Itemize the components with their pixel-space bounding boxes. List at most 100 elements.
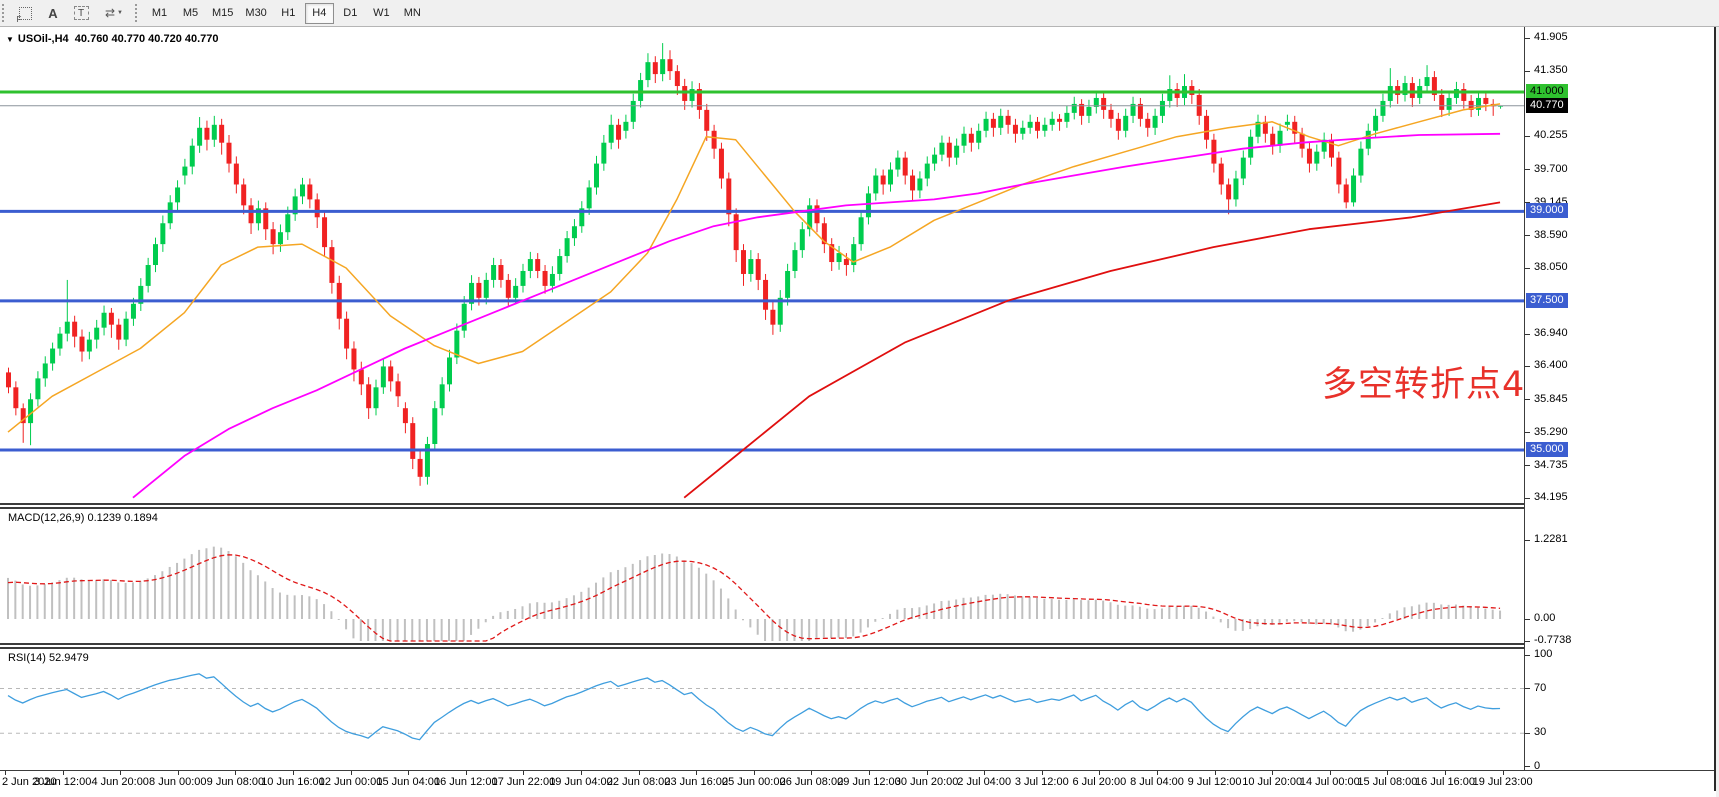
panel-separator[interactable] [0, 643, 1719, 649]
time-axis-label: 2 Jul 04:00 [957, 776, 1012, 788]
collapse-triangle-icon[interactable]: ▼ [6, 35, 14, 44]
macd-scale-dash [1525, 640, 1530, 642]
time-axis-label: 3 Jul 12:00 [1014, 776, 1069, 788]
time-tick [753, 771, 755, 775]
price-tick-dash [1525, 202, 1530, 204]
macd-scale-label: 0.00 [1534, 612, 1556, 624]
price-tick-label: 35.290 [1534, 425, 1568, 438]
timeframe-button-m1[interactable]: M1 [151, 7, 168, 19]
window-right-gutter [1716, 27, 1719, 797]
slow-ma [683, 201, 1501, 499]
medium-ma [132, 132, 1501, 499]
time-tick [1272, 771, 1274, 775]
time-tick [869, 771, 870, 775]
time-axis-label: 10 Jun 16:00 [261, 776, 325, 788]
time-axis-label: 16 Jun 12:00 [433, 776, 498, 788]
time-tick [926, 771, 928, 775]
chart-symbol-title: ▼ USOil-,H4 40.760 40.770 40.720 40.770 [6, 33, 219, 45]
timeframe-button-m5[interactable]: M5 [182, 7, 199, 19]
time-axis-label: 6 Jul 20:00 [1072, 776, 1127, 788]
price-tick-label: 34.735 [1534, 458, 1568, 471]
price-tick-dash [1525, 135, 1530, 137]
time-tick [408, 771, 410, 775]
time-axis-label: 19 Jul 23:00 [1472, 776, 1533, 788]
price-tick-label: 34.195 [1534, 491, 1568, 503]
timeframe-button-m30[interactable]: M30 [245, 7, 267, 19]
time-tick [1041, 771, 1043, 775]
toolbar-grip[interactable] [135, 4, 142, 22]
time-tick [1329, 771, 1331, 775]
macd-scale-dash [1525, 539, 1530, 541]
text-label-button[interactable]: A [40, 2, 66, 24]
time-tick [581, 771, 582, 775]
time-axis-label: 4 Jun 20:00 [91, 776, 149, 788]
time-tick [1099, 771, 1101, 775]
price-tick-label: 35.845 [1534, 392, 1568, 405]
time-tick [1502, 771, 1504, 775]
timeframe-button-d1[interactable]: D1 [343, 7, 358, 19]
timeframe-button-w1[interactable]: W1 [373, 7, 390, 19]
time-axis-label: 17 Jun 22:00 [491, 776, 556, 788]
chart-annotation-text: 多空转折点41 [1322, 365, 1549, 405]
rsi-indicator-label: RSI(14) 52.9479 [8, 652, 89, 664]
time-tick [638, 771, 640, 775]
arrows-tool-button[interactable]: ⇄ ▼ [96, 2, 132, 24]
chart-shift-icon: F [17, 6, 32, 24]
price-tick-dash [1525, 399, 1530, 401]
rsi-indicator-panel[interactable] [0, 649, 1524, 770]
symbol-label: USOil-,H4 [17, 33, 69, 45]
time-tick [350, 771, 352, 775]
time-axis-label: 9 Jul 12:00 [1187, 776, 1242, 788]
rsi-scale-label: 0 [1534, 759, 1541, 772]
macd-signal-line [7, 554, 1501, 642]
timeframe-button-h1[interactable]: H1 [281, 7, 296, 19]
price-tick-label: 40.255 [1534, 129, 1568, 142]
rsi-scale-dash [1525, 766, 1530, 768]
time-axis-label: 30 Jun 20:00 [894, 776, 959, 788]
price-tick-dash [1525, 70, 1530, 72]
time-tick [523, 771, 525, 775]
price-level-flag: 35.000 [1526, 441, 1568, 457]
time-tick [1445, 771, 1446, 775]
time-axis-label: 10 Jul 20:00 [1242, 776, 1303, 788]
macd-indicator-panel[interactable] [0, 509, 1524, 643]
rsi-scale-dash [1525, 688, 1530, 689]
price-axis[interactable]: 41.905 41.350 40.255 39.700 39.145 38.590 38.0… [1524, 27, 1714, 791]
time-tick [293, 771, 294, 775]
time-axis-label: 23 Jun 16:00 [664, 776, 728, 788]
price-tick-label: 36.400 [1534, 359, 1568, 372]
time-axis[interactable]: 2 Jun 2020 3 Jun 12:00 4 Jun 20:00 8 Jun 00… [0, 770, 1719, 797]
text-box-button[interactable]: T [68, 2, 94, 24]
time-tick [5, 771, 6, 775]
price-tick-label: 41.905 [1534, 31, 1568, 43]
arrows-tool-icon: ⇄ [104, 6, 116, 20]
text-box-icon: T [73, 6, 89, 20]
time-axis-label: 2 Jun 2020 [2, 776, 57, 788]
macd-scale-label: -0.7738 [1534, 634, 1572, 646]
time-axis-label: 29 Jun 12:00 [837, 776, 901, 788]
candles-layer [6, 43, 1504, 486]
ohlc-readout: 40.760 40.770 40.720 40.770 [74, 33, 219, 45]
macd-scale-label: 1.2281 [1534, 533, 1568, 546]
time-axis-label: 16 Jul 16:00 [1415, 776, 1475, 788]
time-tick [984, 771, 986, 775]
macd-indicator-label: MACD(12,26,9) 0.1239 0.1894 [8, 512, 158, 524]
toolbar-grip[interactable] [2, 4, 9, 22]
price-tick-dash [1525, 37, 1530, 39]
main-price-chart[interactable] [0, 27, 1524, 503]
timeframe-button-mn[interactable]: MN [403, 7, 421, 19]
time-axis-label: 15 Jul 08:00 [1357, 776, 1418, 788]
time-axis-label: 12 Jun 00:00 [318, 776, 383, 788]
price-tick-dash [1525, 365, 1530, 367]
chart-shift-button[interactable]: F [12, 2, 38, 24]
time-axis-label: 3 Jun 12:00 [33, 776, 92, 788]
moving-averages-layer [7, 103, 1501, 499]
time-tick [696, 771, 698, 775]
timeframe-button-h4-active[interactable]: H4 [304, 2, 334, 24]
timeframe-button-m15[interactable]: M15 [212, 7, 234, 19]
macd-histogram [7, 546, 1502, 641]
chart-window: ▼ USOil-,H4 40.760 40.770 40.720 40.770 多… [0, 27, 1719, 797]
panel-separator[interactable] [0, 503, 1719, 509]
price-level-flag: 41.000 [1526, 83, 1568, 99]
time-axis-label: 19 Jun 04:00 [549, 776, 613, 788]
